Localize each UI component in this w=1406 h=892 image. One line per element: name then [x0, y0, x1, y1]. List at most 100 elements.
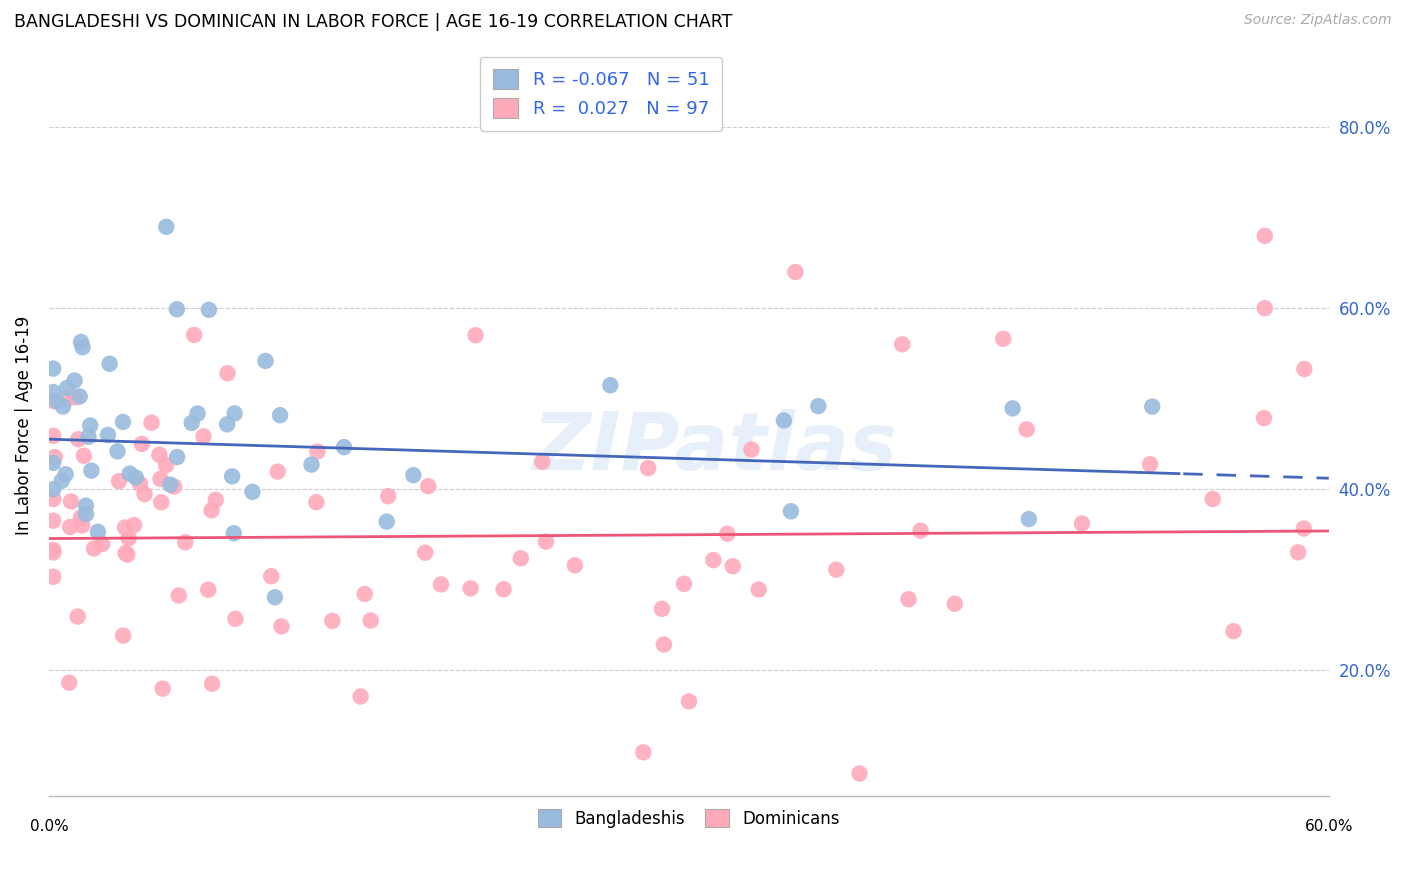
Point: [187, 407, 209, 421]
Point: [42, 514, 65, 528]
Point: [44, 450, 66, 464]
Point: [716, 526, 738, 541]
Point: [166, 450, 188, 464]
Point: [166, 302, 188, 317]
Point: [1254, 228, 1277, 243]
Point: [107, 444, 129, 458]
Point: [60, 494, 83, 508]
Point: [993, 332, 1015, 346]
Point: [80, 464, 103, 478]
Point: [79, 418, 101, 433]
Point: [91, 537, 114, 551]
Point: [180, 416, 202, 430]
Point: [531, 455, 554, 469]
Point: [97, 428, 120, 442]
Point: [131, 437, 153, 451]
Point: [652, 638, 675, 652]
Point: [77, 430, 100, 444]
Point: [56, 392, 79, 406]
Point: [1292, 522, 1315, 536]
Point: [42, 361, 65, 376]
Point: [267, 465, 290, 479]
Point: [42, 429, 65, 443]
Point: [159, 477, 181, 491]
Text: 60.0%: 60.0%: [1305, 819, 1353, 834]
Point: [460, 582, 482, 596]
Point: [114, 520, 136, 534]
Point: [360, 614, 382, 628]
Point: [217, 366, 239, 380]
Point: [58, 675, 80, 690]
Point: [221, 469, 243, 483]
Point: [807, 399, 830, 413]
Point: [52, 400, 75, 414]
Point: [204, 492, 226, 507]
Point: [1018, 512, 1040, 526]
Point: [174, 535, 197, 549]
Point: [1253, 411, 1275, 425]
Point: [534, 534, 557, 549]
Point: [678, 694, 700, 708]
Point: [1294, 362, 1316, 376]
Point: [70, 334, 93, 349]
Point: [773, 413, 796, 427]
Point: [150, 495, 173, 509]
Point: [413, 546, 436, 560]
Point: [183, 328, 205, 343]
Point: [651, 601, 673, 615]
Text: ZIPatlas: ZIPatlas: [531, 409, 897, 487]
Point: [1254, 301, 1277, 315]
Point: [70, 510, 93, 524]
Point: [197, 582, 219, 597]
Point: [134, 487, 156, 501]
Point: [848, 766, 870, 780]
Point: [148, 448, 170, 462]
Point: [492, 582, 515, 597]
Point: [155, 219, 177, 234]
Point: [418, 479, 440, 493]
Point: [201, 677, 224, 691]
Point: [825, 563, 848, 577]
Point: [42, 456, 65, 470]
Point: [83, 541, 105, 556]
Point: [349, 690, 371, 704]
Point: [353, 587, 375, 601]
Point: [66, 609, 89, 624]
Point: [217, 417, 239, 432]
Point: [264, 591, 287, 605]
Point: [73, 449, 96, 463]
Point: [564, 558, 586, 573]
Point: [108, 474, 131, 488]
Point: [222, 526, 245, 541]
Point: [129, 476, 152, 491]
Point: [118, 467, 141, 481]
Point: [464, 328, 486, 343]
Point: [402, 468, 425, 483]
Point: [375, 515, 398, 529]
Point: [637, 461, 659, 475]
Point: [260, 569, 283, 583]
Point: [270, 619, 292, 633]
Point: [42, 384, 65, 399]
Point: [141, 416, 163, 430]
Point: [149, 472, 172, 486]
Point: [780, 504, 803, 518]
Point: [70, 518, 93, 533]
Point: [721, 559, 744, 574]
Point: [114, 546, 136, 560]
Point: [112, 629, 135, 643]
Point: [1001, 401, 1024, 416]
Point: [163, 480, 186, 494]
Point: [87, 524, 110, 539]
Point: [198, 302, 221, 317]
Point: [1071, 516, 1094, 531]
Point: [1222, 624, 1244, 639]
Point: [740, 442, 762, 457]
Point: [305, 495, 328, 509]
Point: [152, 681, 174, 696]
Point: [1142, 400, 1164, 414]
Point: [321, 614, 343, 628]
Point: [167, 589, 190, 603]
Point: [42, 570, 65, 584]
Point: [254, 354, 277, 368]
